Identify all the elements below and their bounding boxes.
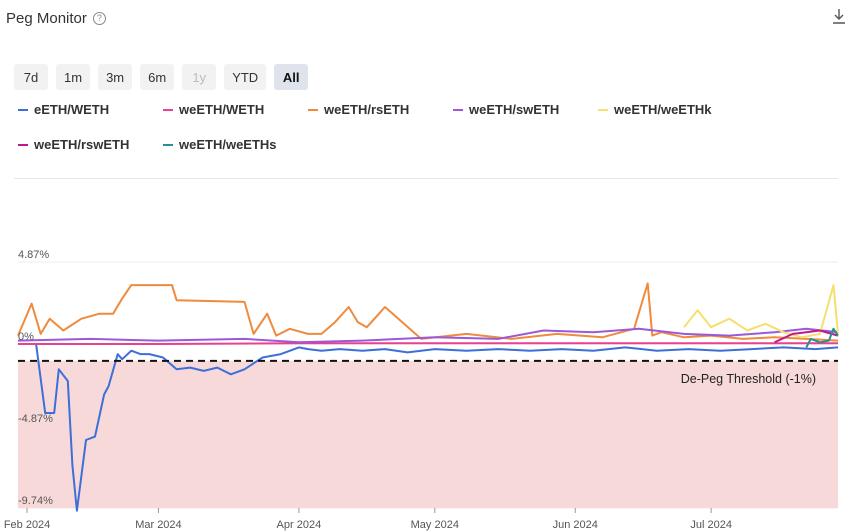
threshold-label: De-Peg Threshold (-1%): [681, 372, 816, 386]
range-button-3m[interactable]: 3m: [98, 64, 133, 90]
download-icon[interactable]: [832, 8, 846, 24]
legend-label: weETH/rswETH: [34, 137, 130, 152]
legend-item[interactable]: weETH/rswETH: [18, 136, 163, 153]
y-tick-label: 4.87%: [18, 249, 49, 261]
legend-item[interactable]: weETH/weETHs: [163, 136, 308, 153]
series-lines: [17, 282, 839, 512]
divider: [14, 178, 838, 179]
series-line: [17, 282, 839, 342]
series-line: [774, 329, 839, 344]
y-tick-label: 0%: [18, 331, 34, 343]
chart-title: Peg Monitor: [6, 9, 87, 27]
range-button-6m[interactable]: 6m: [140, 64, 175, 90]
legend-swatch: [18, 143, 28, 146]
question-circle-icon[interactable]: ?: [92, 11, 106, 25]
series-line: [35, 343, 839, 512]
y-tick-label: -9.74%: [18, 495, 53, 507]
legend-swatch: [308, 108, 318, 111]
legend-item[interactable]: eETH/WETH: [18, 101, 163, 118]
legend-item[interactable]: weETH/WETH: [163, 101, 308, 118]
legend: eETH/WETH weETH/WETH weETH/rsETH weETH/swET…: [18, 101, 838, 153]
x-tick-label: Jul 2024: [690, 519, 732, 531]
range-selector: 7d 1m 3m 6m 1y YTD All: [14, 64, 309, 90]
series-line: [18, 342, 838, 345]
range-button-all[interactable]: All: [274, 64, 309, 90]
legend-item[interactable]: weETH/rsETH: [308, 101, 453, 118]
range-button-7d[interactable]: 7d: [14, 64, 48, 90]
legend-swatch: [598, 108, 608, 111]
legend-swatch: [18, 108, 28, 111]
range-button-ytd[interactable]: YTD: [224, 64, 267, 90]
x-tick-label: Feb 2024: [4, 519, 50, 531]
legend-label: weETH/rsETH: [324, 102, 410, 117]
x-tick-label: Mar 2024: [135, 519, 181, 531]
legend-swatch: [163, 143, 173, 146]
legend-item[interactable]: weETH/weETHk: [598, 101, 743, 118]
chart-header: Peg Monitor ?: [6, 8, 106, 28]
y-tick-label: -4.87%: [18, 413, 53, 425]
x-tick-label: Apr 2024: [277, 519, 322, 531]
range-button-1m[interactable]: 1m: [56, 64, 91, 90]
series-line: [683, 284, 839, 339]
threshold-line: De-Peg Threshold (-1%): [18, 359, 838, 386]
y-axis-labels: 4.87% 0% -4.87% -9.74%: [18, 249, 53, 507]
legend-swatch: [163, 108, 173, 111]
series-line: [17, 327, 839, 344]
depeg-zone-fill: [18, 360, 838, 508]
legend-label: weETH/weETHs: [179, 137, 277, 152]
x-tick-label: May 2024: [411, 519, 459, 531]
legend-label: eETH/WETH: [34, 102, 110, 117]
legend-label: weETH/weETHk: [614, 102, 712, 117]
legend-label: weETH/swETH: [469, 102, 560, 117]
x-tick-label: Jun 2024: [553, 519, 598, 531]
legend-item[interactable]: weETH/swETH: [453, 101, 598, 118]
range-button-1y: 1y: [182, 64, 217, 90]
series-line: [805, 327, 839, 348]
depeg-zone: [18, 360, 838, 508]
legend-label: weETH/WETH: [179, 102, 265, 117]
legend-swatch: [453, 108, 463, 111]
x-axis-labels: Feb 2024 Mar 2024 Apr 2024 May 2024 Jun 2024…: [4, 508, 732, 531]
